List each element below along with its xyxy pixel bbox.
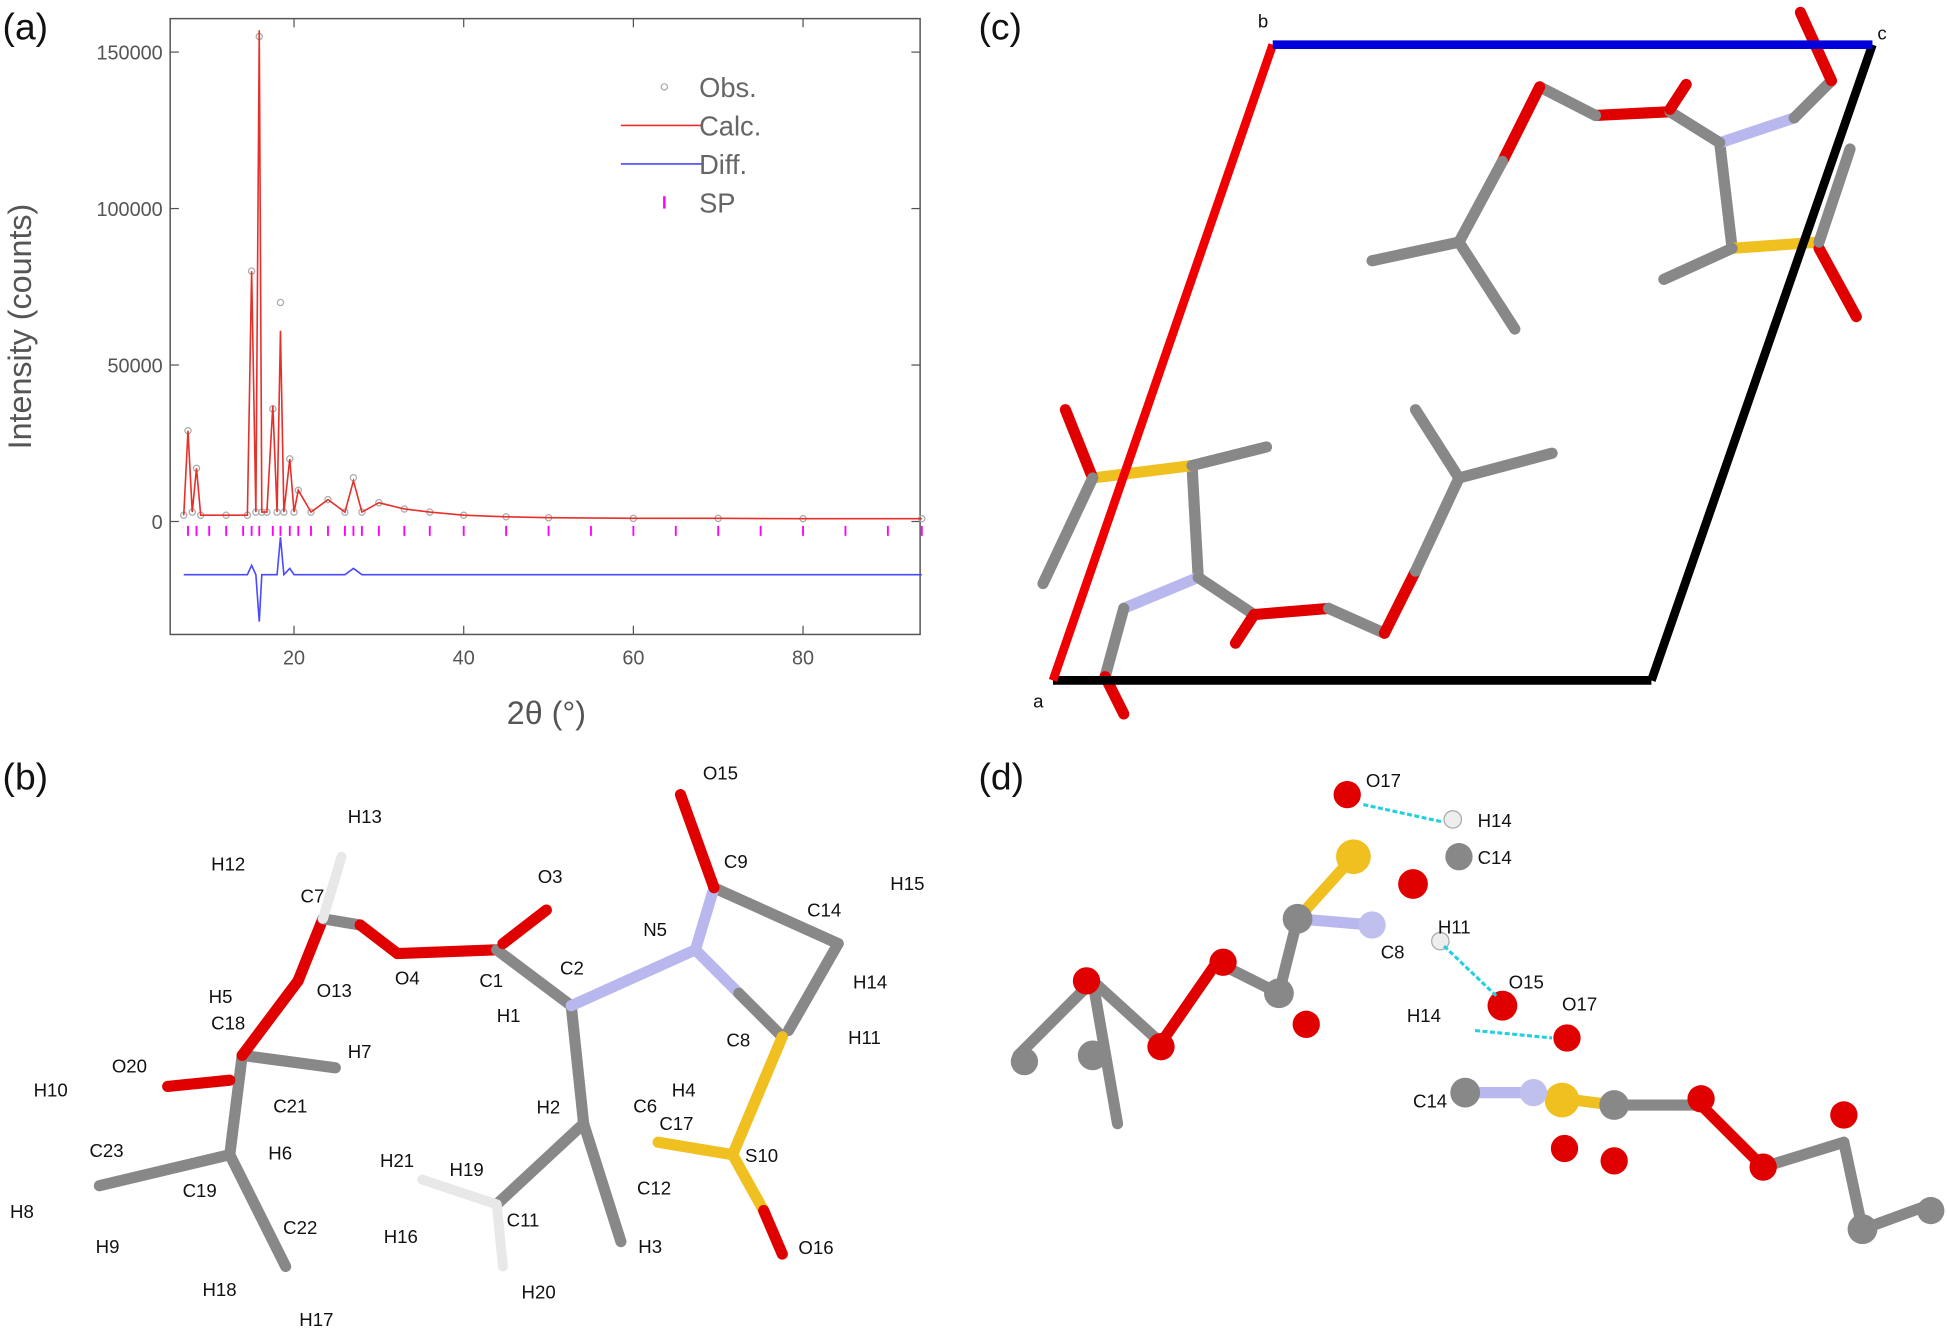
panel-label: (a): [3, 6, 49, 48]
legend-label: Calc.: [699, 110, 761, 141]
axis-letter: a: [1033, 691, 1044, 712]
x-tick-label: 80: [792, 647, 814, 669]
atom-label: H11: [1438, 917, 1471, 938]
atom-label: S10: [745, 1145, 778, 1166]
legend-swatch: [660, 83, 669, 91]
x-axis-label: 2θ (°): [507, 695, 586, 731]
obs-point: [358, 508, 366, 516]
axis-letter: c: [1877, 23, 1886, 44]
obs-point: [341, 508, 349, 516]
atom-label: C14: [1413, 1091, 1447, 1112]
atom-label: C11: [507, 1210, 540, 1231]
obs-point: [307, 508, 315, 516]
atom-label: O13: [317, 980, 352, 1001]
atom-label: C8: [726, 1030, 750, 1051]
atom-label: C14: [807, 899, 841, 920]
obs-point: [324, 495, 332, 504]
atom-label: H16: [384, 1226, 418, 1247]
y-tick-label: 150000: [96, 43, 162, 65]
atom-label: H2: [536, 1097, 560, 1118]
atom-label: H8: [10, 1201, 34, 1222]
atom-label: C14: [1478, 847, 1512, 868]
atom-label: H12: [211, 853, 245, 874]
legend-label: Obs.: [699, 72, 757, 103]
obs-point: [276, 298, 285, 307]
series-line: [182, 30, 922, 520]
atom-label: H21: [380, 1150, 414, 1171]
atom-label: C18: [211, 1012, 245, 1033]
atom-label: H4: [672, 1079, 696, 1100]
molecules-d: [1010, 780, 1945, 1245]
atom-label: O3: [538, 866, 563, 887]
atom-label: H3: [638, 1236, 662, 1257]
atom-label: C23: [89, 1140, 123, 1161]
atom-label: C21: [273, 1095, 307, 1116]
x-tick-label: 60: [622, 647, 644, 669]
series-line: [183, 537, 922, 622]
atom-label: O15: [1509, 971, 1544, 992]
atom-label: H1: [497, 1005, 521, 1026]
plot-frame: [169, 17, 921, 636]
atom-label: H13: [348, 806, 382, 827]
atom-label: H10: [34, 1079, 68, 1100]
atom-label: H6: [268, 1143, 292, 1164]
legend-label: SP: [699, 187, 735, 218]
atom-label: H5: [209, 986, 233, 1007]
atom-label: C2: [560, 958, 584, 979]
atom-label: C6: [633, 1095, 657, 1116]
atom-label: O20: [112, 1056, 147, 1077]
atom-label: C9: [724, 851, 748, 872]
atom-label: H19: [450, 1159, 484, 1180]
atom-label: H14: [1407, 1005, 1441, 1026]
y-axis-label: Intensity (counts): [2, 204, 38, 450]
atom-label: H7: [348, 1041, 372, 1062]
atom-label: H9: [96, 1236, 120, 1257]
atom-label: H20: [522, 1282, 556, 1303]
atom-label: H17: [299, 1309, 333, 1330]
y-tick-label: 50000: [107, 355, 162, 377]
panel-label: (b): [3, 756, 49, 798]
atom-label: N5: [643, 919, 667, 940]
unit-cell: [1037, 6, 1877, 720]
atom-label: O4: [395, 968, 420, 989]
atom-label: O17: [1366, 770, 1401, 791]
atom-label: H14: [853, 971, 887, 992]
atom-label: C17: [659, 1113, 693, 1134]
x-tick-label: 40: [453, 647, 475, 669]
atom-label: C19: [183, 1180, 217, 1201]
atom-label: C22: [283, 1217, 317, 1238]
x-tick-label: 20: [283, 647, 305, 669]
y-tick-label: 100000: [96, 199, 162, 221]
atom-label: H14: [1478, 810, 1512, 831]
atom-label: O15: [703, 763, 738, 784]
panel-label: (c): [978, 6, 1021, 48]
atom-label: O16: [798, 1237, 833, 1258]
axis-letter: b: [1258, 10, 1268, 31]
y-tick-label: 0: [152, 512, 163, 534]
atom-label: C1: [479, 970, 503, 991]
atom-label: O17: [1562, 994, 1597, 1015]
atom-label: H15: [890, 873, 924, 894]
molecules-c: [1037, 6, 1862, 720]
atom-label: C7: [301, 886, 325, 907]
molecule-b: [93, 789, 844, 1273]
atom-label: C12: [637, 1177, 671, 1198]
panel-label: (d): [978, 756, 1024, 798]
atom-label: C8: [1381, 942, 1405, 963]
atom-label: H11: [848, 1027, 881, 1048]
atom-label: H18: [202, 1279, 236, 1300]
legend-label: Diff.: [699, 149, 747, 180]
chart: 0 50000 100000 150000 20 40 60 80 Obs. Calc. Diff.…: [96, 18, 926, 669]
